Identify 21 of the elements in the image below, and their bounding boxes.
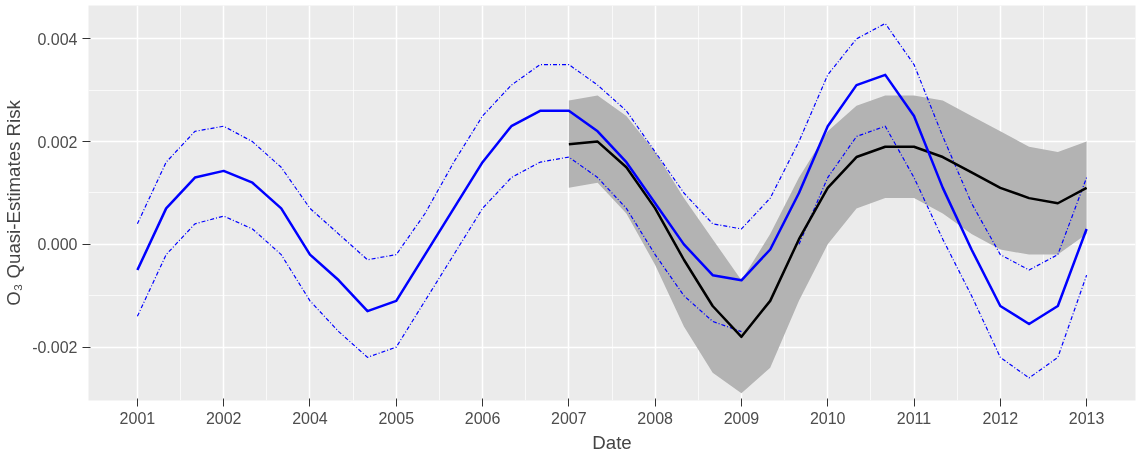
y-tick-label: -0.002 <box>32 339 78 357</box>
line-series <box>567 140 1088 339</box>
line-series <box>136 73 1088 326</box>
y-tick-label: 0.002 <box>37 133 78 151</box>
x-tick-label: 2002 <box>205 409 242 427</box>
y-axis-title: O₃ Quasi-Estimates Risk <box>3 99 25 306</box>
x-tick-label: 2007 <box>551 409 587 427</box>
x-tick-label: 2013 <box>1068 409 1105 427</box>
x-tick-label: 2008 <box>637 409 674 427</box>
x-axis-title: Date <box>592 431 632 453</box>
y-tick-label: 0.000 <box>37 236 78 254</box>
x-tick-label: 2012 <box>982 409 1019 427</box>
x-tick-label: 2006 <box>464 409 501 427</box>
x-tick-label: 2009 <box>723 409 760 427</box>
x-tick-label: 2005 <box>378 409 415 427</box>
y-tick-label: 0.004 <box>37 30 78 48</box>
x-tick-label: 2001 <box>119 409 156 427</box>
x-tick-label: 2010 <box>809 409 846 427</box>
x-tick-label: 2004 <box>292 409 328 427</box>
line-series <box>136 22 1088 271</box>
x-tick-label: 2011 <box>896 409 932 427</box>
